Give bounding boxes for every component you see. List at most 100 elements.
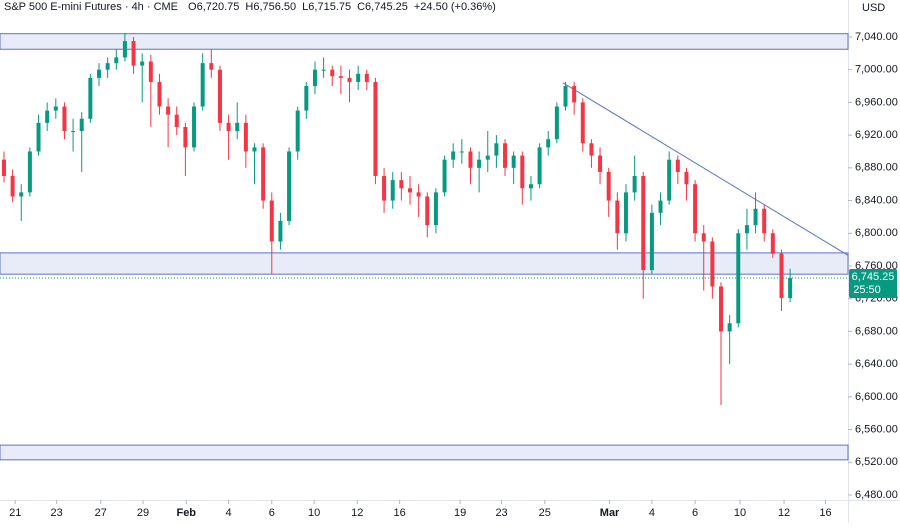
- x-tick-label: Feb: [176, 507, 196, 519]
- y-tick-label: 6,960.00: [855, 96, 898, 108]
- candle-body: [338, 76, 343, 78]
- x-tick-label: 4: [649, 507, 655, 519]
- trendline: [562, 82, 849, 256]
- candle-body: [321, 69, 326, 71]
- x-tick-label: 12: [351, 507, 363, 519]
- candle-body: [287, 151, 292, 222]
- candle-body: [252, 147, 257, 152]
- candle-body: [615, 200, 620, 234]
- countdown: 25:50: [853, 284, 881, 296]
- x-tick-label: Mar: [600, 507, 620, 519]
- candle-body: [554, 106, 559, 140]
- candle-body: [382, 176, 387, 201]
- y-tick-label: 6,920.00: [855, 129, 898, 141]
- x-tick-label: 23: [51, 507, 63, 519]
- candle-body: [295, 110, 300, 152]
- candle-body: [494, 143, 499, 156]
- candle-body: [200, 63, 205, 107]
- candle-body: [719, 286, 724, 332]
- candle-body: [79, 118, 84, 132]
- candle-body: [45, 110, 50, 123]
- x-tick-label: 10: [734, 507, 746, 519]
- x-tick-label: 19: [454, 507, 466, 519]
- candle-body: [485, 155, 490, 160]
- header: S&P 500 E-mini Futures · 4h · CME O6,720…: [4, 1, 496, 13]
- y-tick-label: 6,480.00: [855, 489, 898, 501]
- candle-body: [693, 184, 698, 234]
- candle-body: [19, 192, 24, 197]
- candle-body: [684, 171, 689, 185]
- y-tick-label: 6,760.00: [855, 260, 898, 272]
- x-tick-label: 16: [819, 507, 831, 519]
- candle-body: [589, 143, 594, 156]
- candle-body: [477, 159, 482, 168]
- candle-body: [330, 69, 335, 77]
- candle-body: [623, 192, 628, 234]
- candle-body: [373, 81, 378, 177]
- candle-body: [364, 73, 369, 82]
- candle-body: [166, 106, 171, 115]
- candle-body: [770, 233, 775, 254]
- candle-body: [744, 225, 749, 234]
- x-tick-label: 6: [269, 507, 275, 519]
- y-tick-label: 6,600.00: [855, 391, 898, 403]
- ohlc-label: O6,720.75: [188, 1, 239, 13]
- candle-body: [727, 323, 732, 332]
- candle-body: [36, 122, 41, 152]
- candle-body: [537, 147, 542, 185]
- candle-body: [528, 184, 533, 189]
- x-tick-label: 4: [226, 507, 232, 519]
- zone: [0, 33, 849, 50]
- ohlc-label: C6,745.25: [357, 1, 408, 13]
- candle-body: [10, 176, 15, 197]
- candle-body: [572, 86, 577, 103]
- candle-body: [710, 241, 715, 287]
- candle-body: [183, 126, 188, 148]
- candle-body: [503, 143, 508, 168]
- candle-body: [520, 155, 525, 189]
- x-tick-label: 12: [778, 507, 790, 519]
- candle-body: [779, 253, 784, 299]
- candle-body: [701, 233, 706, 242]
- candle-body: [347, 77, 352, 82]
- x-tick-label: 27: [95, 507, 107, 519]
- candle-body: [606, 171, 611, 201]
- candle-body: [217, 69, 222, 123]
- candle-body: [425, 196, 430, 226]
- candle-body: [649, 212, 654, 271]
- candle-body: [511, 155, 516, 168]
- zone: [0, 252, 849, 275]
- candle-body: [243, 122, 248, 152]
- y-tick-label: 6,680.00: [855, 325, 898, 337]
- x-tick-label: 16: [394, 507, 406, 519]
- ohlc-label: H6,756.50: [245, 1, 296, 13]
- candle-body: [53, 106, 58, 111]
- candle-body: [209, 63, 214, 70]
- last-price-label: 6,745.25: [852, 271, 895, 283]
- candle-body: [675, 159, 680, 172]
- candle-body: [390, 180, 395, 201]
- candle-body: [762, 208, 767, 234]
- candle-body: [304, 86, 309, 111]
- candle-body: [667, 159, 672, 201]
- candle-body: [753, 208, 758, 226]
- x-tick-label: 29: [137, 507, 149, 519]
- candle-body: [97, 69, 102, 78]
- y-tick-label: 7,000.00: [855, 64, 898, 76]
- candle-body: [122, 41, 127, 58]
- candle-body: [88, 77, 93, 119]
- candle-body: [174, 114, 179, 127]
- x-tick-label: 21: [9, 507, 21, 519]
- candle-body: [131, 41, 136, 66]
- candle-body: [157, 81, 162, 107]
- candle-body: [442, 159, 447, 193]
- candle-body: [546, 139, 551, 148]
- candle-body: [62, 106, 67, 132]
- candle-body: [580, 102, 585, 144]
- plot-area: [0, 32, 849, 461]
- x-tick-label: 10: [308, 507, 320, 519]
- zone: [0, 444, 849, 461]
- candle-body: [408, 188, 413, 193]
- y-tick-label: 6,560.00: [855, 423, 898, 435]
- candle-body: [632, 176, 637, 193]
